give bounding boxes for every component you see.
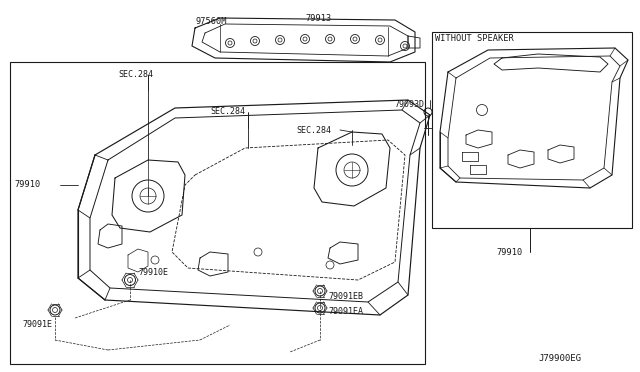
Text: SEC.284: SEC.284 — [118, 70, 153, 79]
Text: 79093D: 79093D — [394, 100, 424, 109]
Text: 79091EB: 79091EB — [328, 292, 363, 301]
Text: 79910: 79910 — [14, 180, 40, 189]
Text: 79910: 79910 — [497, 248, 523, 257]
Text: 79091E: 79091E — [22, 320, 52, 329]
Text: 79091EA: 79091EA — [328, 307, 363, 316]
Text: SEC.284: SEC.284 — [210, 107, 245, 116]
Text: 97560M: 97560M — [195, 17, 227, 26]
Bar — [10, 62, 425, 364]
Bar — [432, 32, 632, 228]
Text: SEC.284: SEC.284 — [296, 126, 331, 135]
Text: WITHOUT SPEAKER: WITHOUT SPEAKER — [435, 34, 514, 43]
Text: 79910E: 79910E — [138, 268, 168, 277]
Text: J79900EG: J79900EG — [538, 354, 581, 363]
Text: 79913: 79913 — [305, 14, 332, 23]
